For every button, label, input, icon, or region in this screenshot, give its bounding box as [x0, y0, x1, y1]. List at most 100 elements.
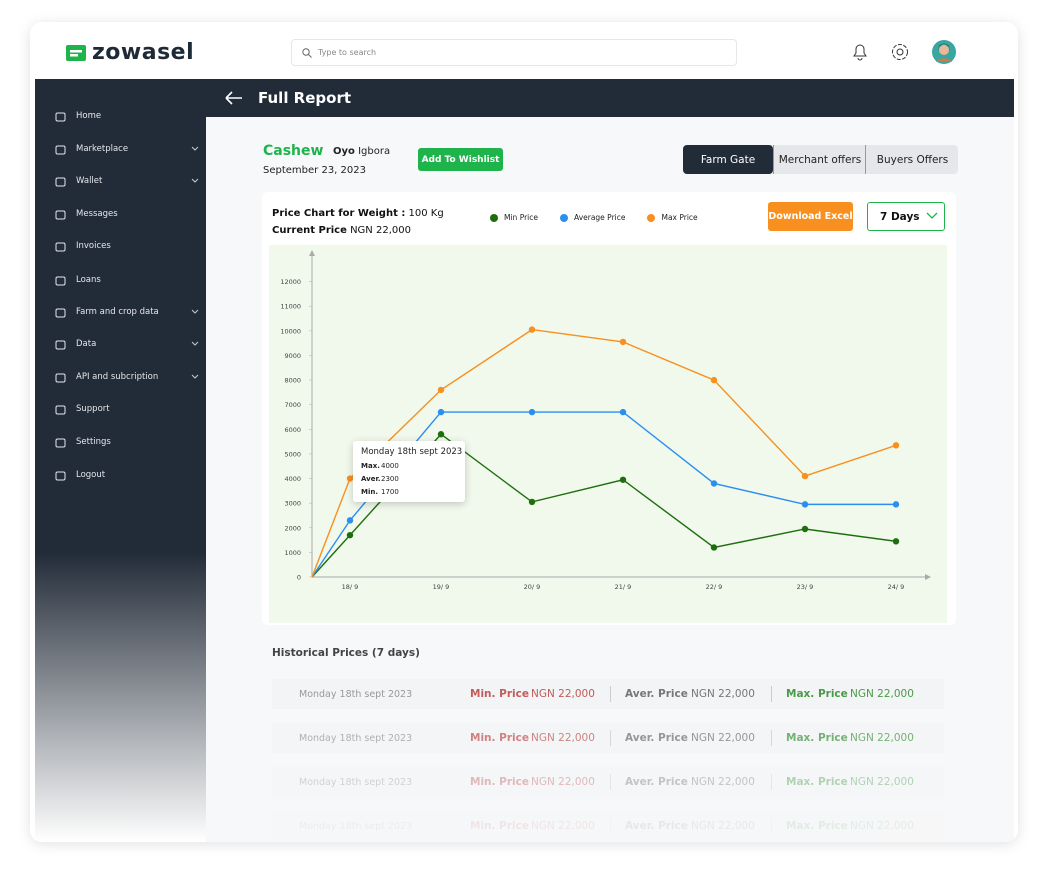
sidebar-item[interactable]: Farm and crop data — [35, 302, 206, 322]
sidebar-item[interactable]: Data — [35, 334, 206, 354]
back-arrow[interactable] — [224, 91, 244, 105]
wishlist-button[interactable]: Add To Wishlist — [418, 148, 503, 171]
x-tick-label: 23/ 9 — [797, 583, 814, 591]
data-point — [528, 408, 536, 416]
data-point — [346, 475, 354, 482]
data-point — [619, 476, 627, 483]
max-label: Max. Price — [786, 820, 848, 832]
chevron — [191, 374, 199, 379]
chevron-shape — [191, 341, 199, 346]
max-value: NGN 22,000 — [850, 732, 914, 744]
period-dropdown[interactable]: 7 Days — [867, 202, 945, 231]
tooltip-label: Max. — [361, 462, 380, 470]
min-value: NGN 22,000 — [531, 776, 595, 788]
y-tick-label: 11000 — [280, 303, 301, 311]
settings-icon[interactable] — [890, 42, 910, 62]
sidebar-label: Invoices — [76, 241, 111, 251]
history-date: Monday 18th sept 2023 — [299, 688, 413, 700]
tooltip-value: 1700 — [381, 488, 399, 496]
separator — [771, 774, 772, 790]
legend: Min Price Average Price Max Price — [490, 213, 698, 222]
dropdown-chevron — [926, 212, 938, 219]
download-button[interactable]: Download Excel — [768, 202, 853, 231]
separator — [610, 686, 611, 702]
sidebar-icon — [55, 340, 66, 349]
weight: 100 Kg — [408, 208, 444, 219]
icon-shape — [55, 471, 66, 480]
avatar[interactable] — [932, 40, 956, 64]
min-label: Min. Price — [470, 732, 529, 744]
max-label: Max. Price — [786, 732, 848, 744]
icon-shape — [55, 405, 66, 414]
sidebar-item[interactable]: Home — [35, 106, 206, 126]
legend-label: Average Price — [574, 213, 626, 222]
history-date: Monday 18th sept 2023 — [299, 776, 413, 788]
max-value: NGN 22,000 — [850, 688, 914, 700]
search-box[interactable]: Type to search — [291, 39, 737, 66]
series-line — [311, 411, 896, 578]
y-tick-label: 10000 — [280, 327, 301, 335]
tab[interactable]: Farm Gate — [683, 145, 773, 174]
sidebar-icon — [55, 405, 66, 414]
logo[interactable]: zowasel — [66, 40, 194, 65]
product-name: Cashew — [263, 143, 324, 159]
tooltip-row: Max. 4000 — [361, 462, 399, 470]
sidebar-item[interactable]: Invoices — [35, 236, 206, 256]
icon-shape — [55, 340, 66, 349]
avg-label: Aver. Price — [625, 820, 688, 832]
data-point — [801, 525, 809, 533]
sidebar-icon — [55, 177, 66, 186]
separator — [771, 818, 772, 834]
avg-value: NGN 22,000 — [691, 776, 755, 788]
sidebar-icon — [55, 112, 66, 121]
separator — [610, 730, 611, 746]
x-axis-arrow — [925, 574, 931, 580]
x-tick-label: 21/ 9 — [615, 583, 632, 591]
icon-shape — [55, 242, 66, 251]
product-location: Oyo Igbora — [333, 146, 390, 157]
data-point — [710, 544, 718, 551]
sidebar-item[interactable]: Loans — [35, 270, 206, 290]
tab[interactable]: Buyers Offers — [865, 145, 959, 174]
tab[interactable]: Merchant offers — [773, 145, 866, 174]
sidebar-label: Settings — [76, 437, 111, 447]
icon-shape — [55, 210, 66, 219]
avg-value: NGN 22,000 — [691, 820, 755, 832]
legend-swatch — [560, 213, 568, 222]
legend-item: Max Price — [647, 213, 698, 222]
sidebar-item[interactable]: Messages — [35, 204, 206, 224]
plot-background — [269, 245, 947, 623]
data-point — [619, 338, 627, 346]
sidebar-icon — [55, 373, 66, 382]
logo-text: zowasel — [92, 40, 195, 65]
data-point — [437, 386, 445, 394]
sidebar-item[interactable]: Support — [35, 399, 206, 419]
price: NGN 22,000 — [350, 225, 411, 236]
sidebar-item[interactable]: Logout — [35, 465, 206, 485]
town: Igbora — [358, 146, 391, 157]
history-row: Monday 18th sept 2023 Min. Price NGN 22,00… — [272, 679, 944, 709]
legend-swatch — [490, 213, 498, 222]
min-value: NGN 22,000 — [531, 688, 595, 700]
icon-shape — [55, 177, 66, 186]
chevron — [191, 309, 199, 314]
data-point — [892, 501, 900, 508]
y-tick-label: 12000 — [280, 278, 301, 286]
y-tick-label: 4000 — [284, 475, 301, 483]
chevron — [191, 178, 199, 183]
separator — [771, 686, 772, 702]
sidebar-item[interactable]: Settings — [35, 432, 206, 452]
legend-item: Average Price — [560, 213, 625, 222]
notification-icon[interactable] — [850, 42, 870, 62]
sidebar-item[interactable]: Wallet — [35, 171, 206, 191]
sidebar-item[interactable]: Marketplace — [35, 139, 206, 159]
weight-line: Price Chart for Weight : 100 Kg — [272, 208, 444, 219]
separator — [610, 818, 611, 834]
sidebar-item[interactable]: API and subcription — [35, 367, 206, 387]
sidebar-label: Loans — [76, 275, 101, 285]
icon-shape — [55, 145, 66, 154]
icon-shape — [55, 276, 66, 285]
y-tick-label: 7000 — [284, 401, 301, 409]
content: Cashew Oyo Igbora September 23, 2023 Add… — [206, 117, 1014, 842]
